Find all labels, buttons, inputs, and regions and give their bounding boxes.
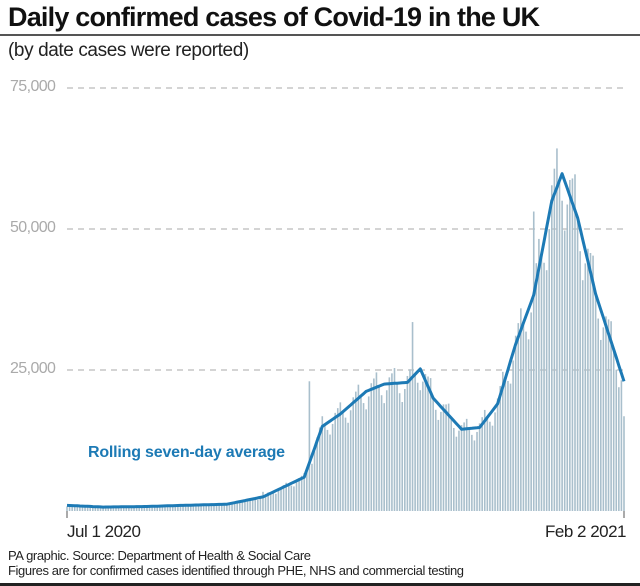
x-axis-ticks — [66, 511, 625, 518]
y-tick-25000: 25,000 — [10, 360, 56, 377]
rolling-average-line — [66, 172, 626, 509]
source-note: PA graphic. Source: Department of Health… — [8, 548, 311, 563]
footnote: Figures are for confirmed cases identifi… — [8, 563, 464, 578]
bottom-divider — [0, 583, 640, 586]
title-divider — [0, 34, 640, 36]
chart-subtitle: (by date cases were reported) — [8, 40, 249, 61]
x-label-end: Feb 2 2021 — [545, 522, 627, 541]
rolling-average-label: Rolling seven-day average — [88, 444, 285, 461]
x-label-start: Jul 1 2020 — [67, 522, 141, 541]
y-tick-50000: 50,000 — [10, 219, 56, 236]
chart-title: Daily confirmed cases of Covid-19 in the… — [8, 2, 540, 32]
daily-case-bars — [66, 148, 625, 512]
y-tick-75000: 75,000 — [10, 78, 56, 95]
